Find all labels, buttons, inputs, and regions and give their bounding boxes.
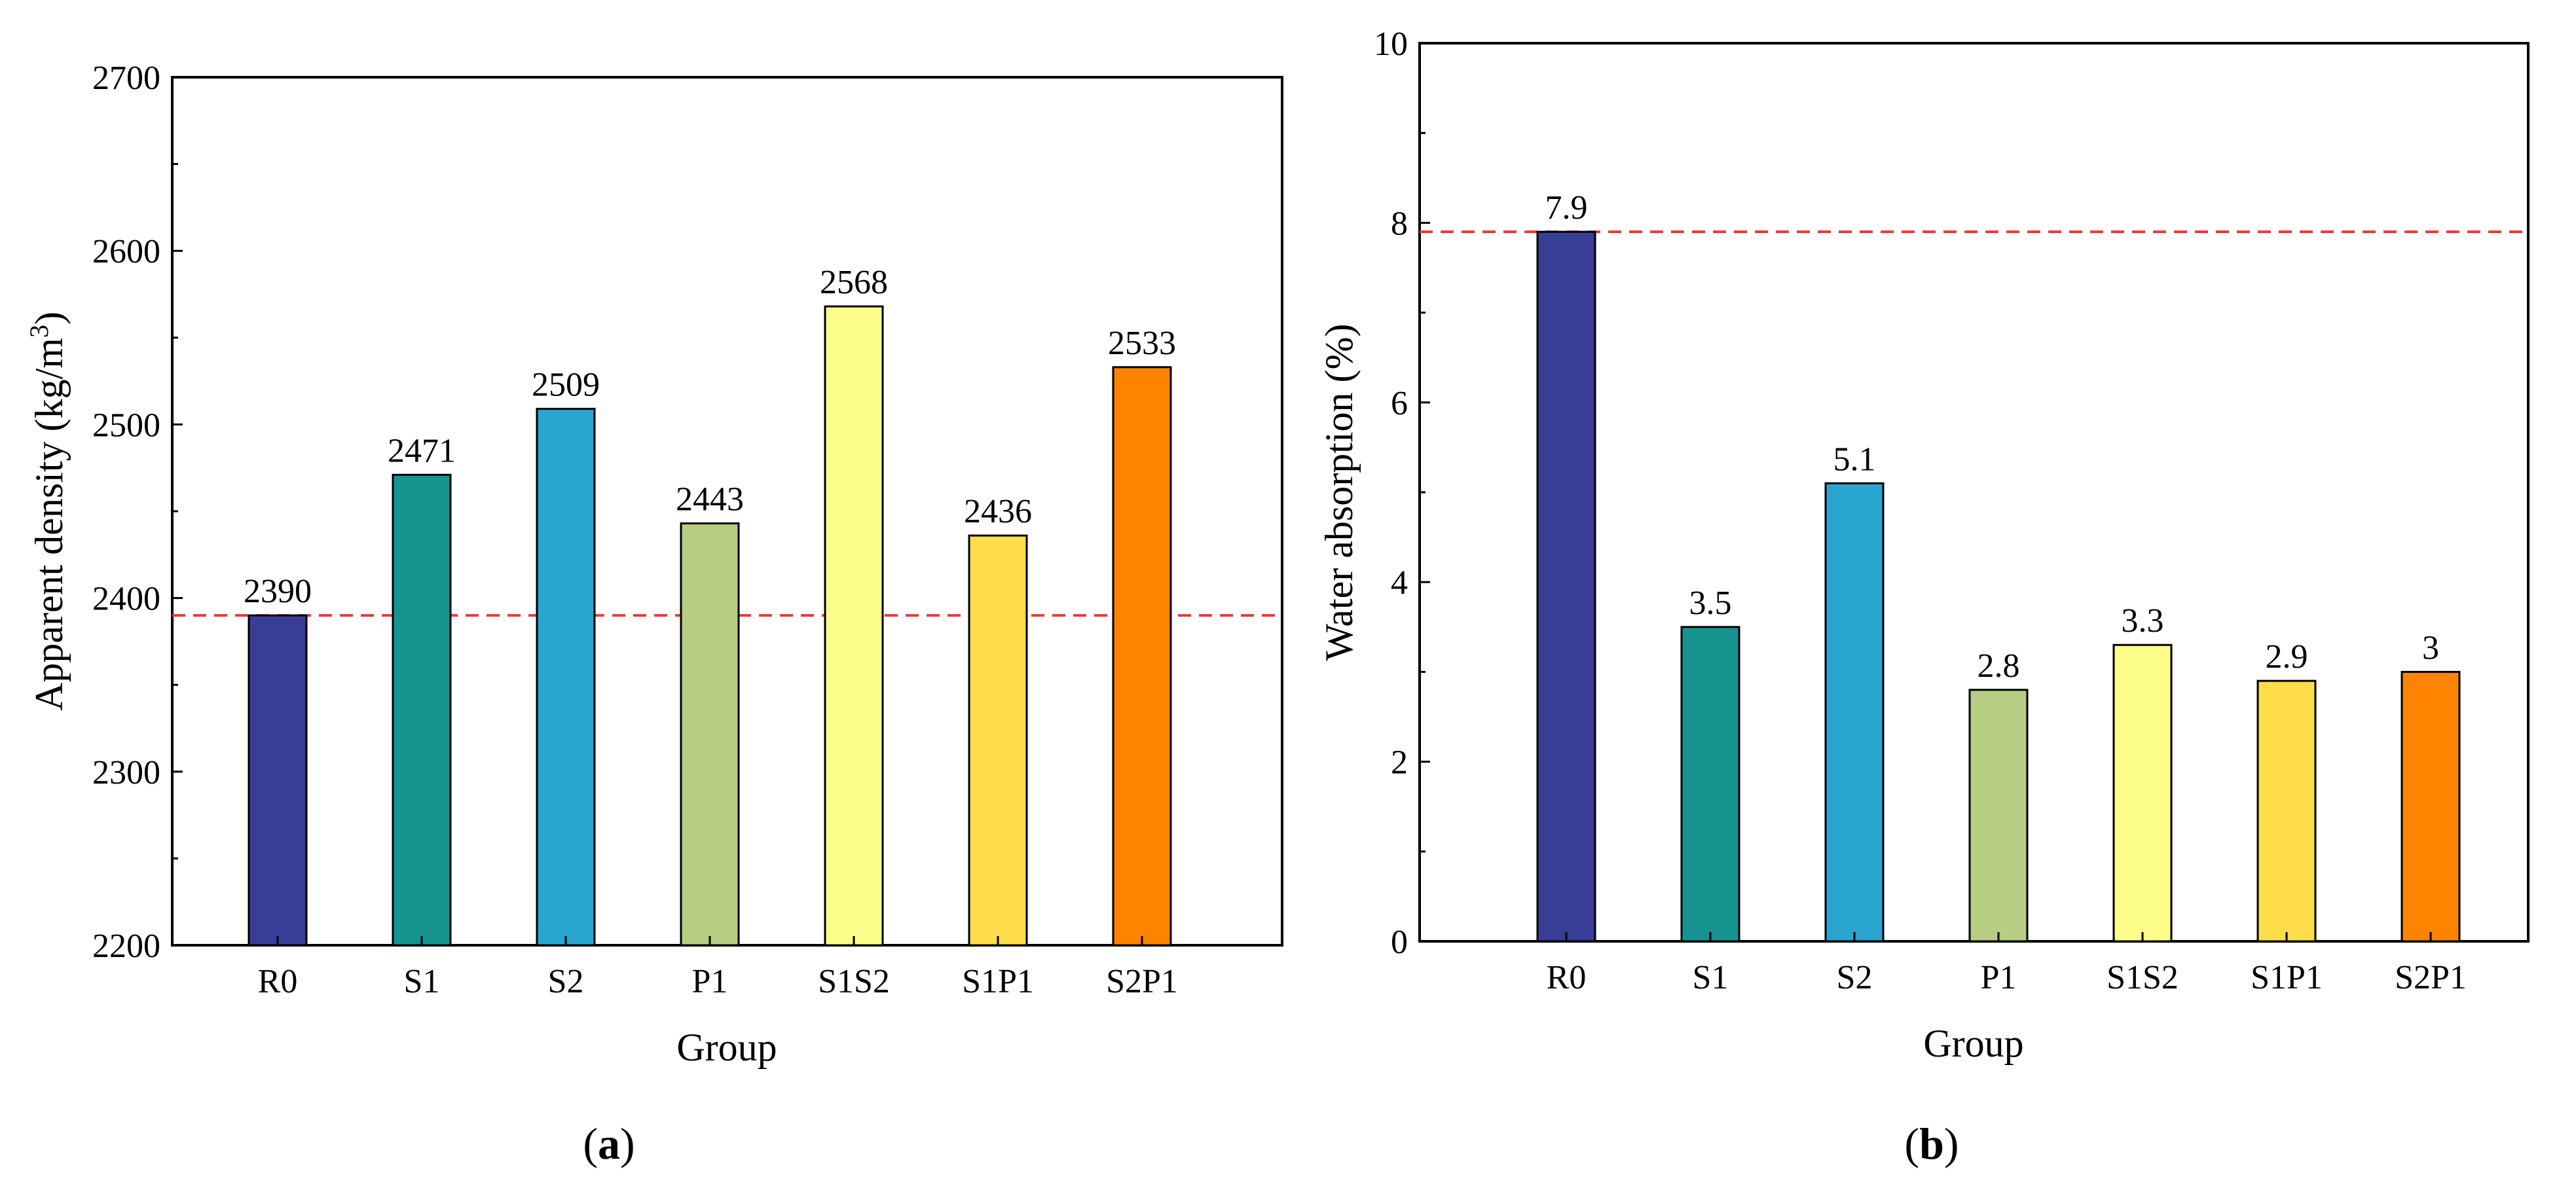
x-tick-label: R0 (1547, 959, 1587, 996)
x-tick-label: S1S2 (818, 963, 890, 1000)
data-label-s2p1: 2533 (1108, 325, 1176, 362)
bar-s2p1 (2401, 670, 2461, 943)
bar-s2p1 (1112, 366, 1172, 947)
y-tick-label: 0 (1391, 924, 1408, 961)
data-label-s1: 2471 (388, 432, 456, 469)
bar-s1p1 (968, 534, 1028, 947)
data-label-r0: 2390 (244, 573, 312, 610)
x-tick-label: S2P1 (2395, 959, 2467, 996)
data-label-s1s2: 3.3 (2122, 602, 2164, 640)
bars-layer: 2390 2471 2509 2443 2568 2436 2533 (244, 264, 1176, 947)
x-tick-label: S1S2 (2107, 959, 2179, 996)
bar-r0 (1536, 230, 1596, 943)
data-label-s2p1: 3 (2422, 629, 2439, 666)
chart-panel-b: 7.93.55.12.83.32.9 3 R0 S1 S2 P1 S1S2 S1P1 S2P1… (1317, 26, 2530, 1168)
bar-p1 (680, 522, 740, 947)
y-tick-label: 2 (1391, 744, 1408, 782)
x-tick-label: P1 (692, 963, 728, 1000)
y-axis-title: Water absorption (%) (1317, 324, 1361, 661)
x-tick-label: S2 (1837, 959, 1873, 996)
data-label-p1: 2.8 (1978, 647, 2020, 685)
y-tick-label: 2500 (92, 407, 160, 444)
bar-s1s2 (824, 305, 884, 947)
bar-s2 (1824, 482, 1885, 943)
bar-s2 (536, 408, 596, 947)
panel-label-b: (b) (1904, 1119, 1959, 1168)
x-tick-label: R0 (258, 963, 298, 1000)
y-tick-label: 2600 (92, 233, 160, 270)
data-label-s2: 2509 (532, 367, 600, 404)
y-tick-label: 2200 (92, 928, 160, 965)
bar-s1 (392, 473, 452, 947)
y-tick-label: 2300 (92, 754, 160, 791)
x-tick-label: S1 (404, 963, 440, 1000)
data-label-s1p1: 2436 (964, 493, 1032, 530)
data-label-s1p1: 2.9 (2266, 638, 2308, 676)
y-axis-title: Apparent density (kg/m3) (24, 312, 71, 711)
x-tick-label: S2 (548, 963, 584, 1000)
ticks-layer: R0 S1 S2 P1 S1S2 S1P1 S2P122002300240025002600… (92, 60, 1178, 1000)
bars-layer: 7.9 3.5 5.1 2.8 3.3 2.9 3 (1536, 189, 2461, 943)
panel-label-a: (a) (583, 1119, 635, 1168)
x-axis-title: Group (676, 1026, 777, 1069)
y-tick-label: 8 (1391, 205, 1408, 242)
x-tick-label: S1P1 (962, 963, 1034, 1000)
y-tick-label: 2700 (92, 60, 160, 97)
bar-p1 (1968, 689, 2029, 943)
bar-s1p1 (2256, 679, 2317, 943)
x-tick-label: P1 (1981, 959, 2017, 996)
y-tick-label: 2400 (92, 581, 160, 618)
bar-s1s2 (2112, 643, 2173, 943)
y-tick-label: 4 (1391, 564, 1408, 602)
x-tick-label: S1 (1693, 959, 1729, 996)
data-label-s1s2: 2568 (820, 264, 888, 301)
y-tick-label: 10 (1374, 26, 1408, 63)
x-tick-label: S2P1 (1106, 963, 1178, 1000)
y-tick-label: 6 (1391, 385, 1408, 422)
data-label-s2: 5.1 (1833, 441, 1876, 478)
data-label-r0: 7.9 (1545, 189, 1588, 226)
x-axis-title: Group (1923, 1022, 2023, 1065)
data-label-p1: 2443 (676, 481, 744, 518)
bar-s1 (1680, 626, 1740, 943)
x-tick-label: S1P1 (2251, 959, 2323, 996)
data-label-s1: 3.5 (1689, 585, 1732, 622)
bar-r0 (248, 614, 308, 947)
